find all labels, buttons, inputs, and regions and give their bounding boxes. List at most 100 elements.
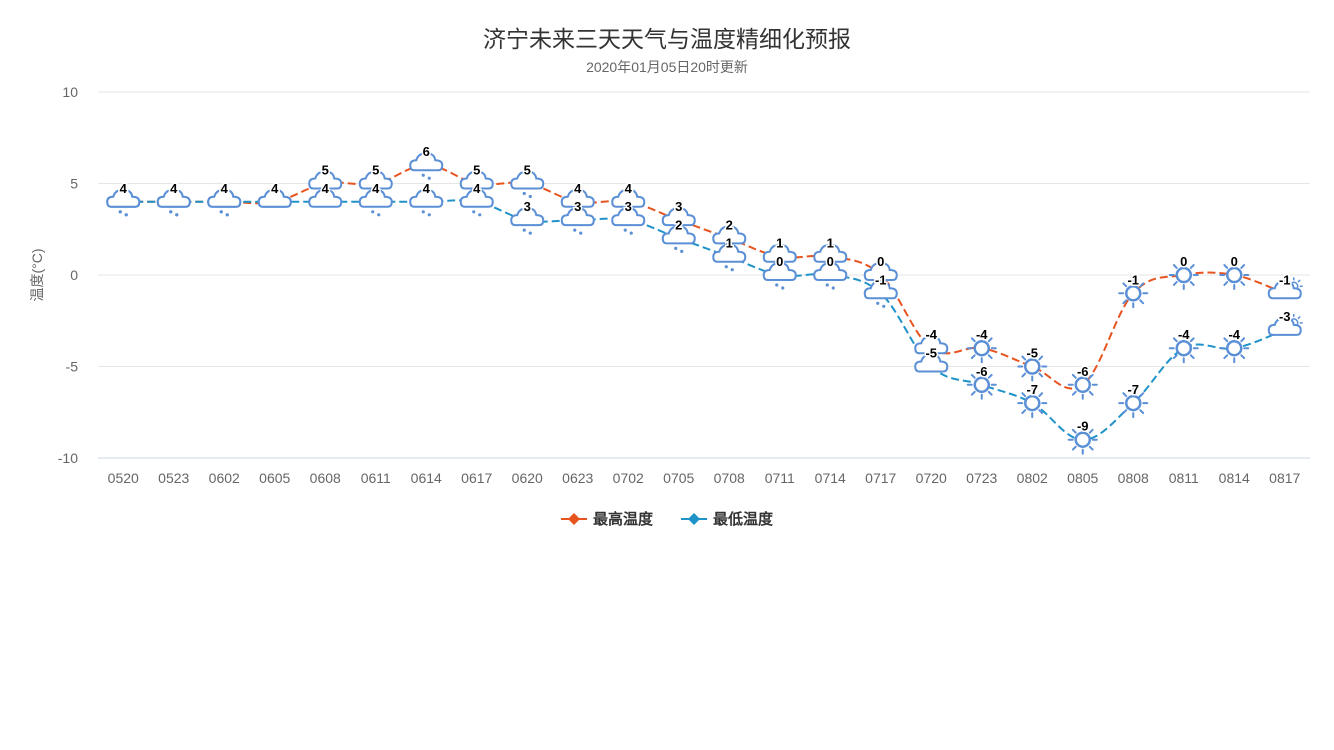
sun-ray bbox=[1297, 316, 1301, 320]
sun-ray bbox=[1223, 264, 1229, 269]
sun-ray bbox=[970, 354, 976, 360]
sun-ray bbox=[1172, 337, 1178, 343]
sun-disc bbox=[1226, 266, 1243, 284]
legend-label-max: 最高温度 bbox=[592, 511, 653, 528]
cloud-shape bbox=[762, 261, 797, 281]
light-snow-icon bbox=[560, 207, 595, 235]
data-label-min: -1 bbox=[875, 272, 887, 287]
sun-ray bbox=[1122, 409, 1128, 414]
chart-subtitle: 2020年01月05日20时更新 bbox=[586, 59, 748, 75]
sun-disc bbox=[973, 339, 990, 357]
sunny-icon bbox=[1017, 351, 1048, 382]
sun-ray bbox=[1240, 354, 1246, 360]
snow-dot bbox=[528, 231, 532, 235]
x-tick-label: 0611 bbox=[361, 470, 391, 486]
data-label-min: -4 bbox=[1228, 327, 1240, 342]
y-tick-label: -5 bbox=[66, 359, 79, 375]
data-label-min: -6 bbox=[976, 364, 988, 379]
cloud-shape bbox=[510, 170, 545, 190]
data-label-max: 5 bbox=[372, 163, 379, 178]
partly-cloudy-icon bbox=[1267, 313, 1303, 336]
cloud-shape bbox=[813, 261, 848, 281]
snow-dot bbox=[876, 301, 880, 305]
snow-dot bbox=[775, 283, 779, 287]
cloud-shape bbox=[712, 243, 747, 263]
sun-ray bbox=[987, 337, 993, 343]
sun-ray bbox=[1223, 337, 1229, 343]
snow-dot bbox=[427, 213, 431, 217]
data-label-max: 4 bbox=[221, 181, 229, 196]
snow-dot bbox=[629, 231, 633, 235]
cloud-shape bbox=[106, 188, 141, 208]
sun-disc bbox=[1024, 358, 1041, 375]
light-snow-icon bbox=[510, 207, 545, 235]
sun-ray bbox=[1139, 282, 1145, 288]
data-label-max: 4 bbox=[120, 181, 128, 196]
sunny-icon bbox=[1067, 424, 1098, 455]
x-tick-label: 0805 bbox=[1067, 470, 1098, 486]
sun-ray bbox=[1172, 281, 1178, 286]
cloud-shape bbox=[863, 280, 898, 300]
data-label-min: 0 bbox=[776, 254, 783, 269]
light-snow-icon bbox=[510, 170, 545, 199]
data-label-max: -1 bbox=[1279, 272, 1291, 287]
x-tick-label: 0802 bbox=[1017, 470, 1048, 486]
x-tick-label: 0602 bbox=[209, 470, 240, 486]
legend-item-max[interactable]: 最高温度 bbox=[560, 508, 653, 529]
x-tick-label: 0617 bbox=[461, 470, 492, 486]
snow-dot bbox=[680, 249, 684, 253]
snow-dot bbox=[175, 213, 179, 217]
cloud-shape bbox=[611, 188, 646, 208]
snow-dot bbox=[371, 210, 375, 214]
sun-ray bbox=[987, 373, 993, 379]
sun-ray bbox=[970, 390, 976, 396]
cloud-shape bbox=[156, 188, 191, 208]
data-label-min: 3 bbox=[625, 199, 632, 214]
sun-disc bbox=[1074, 431, 1091, 448]
sun-ray bbox=[1122, 282, 1128, 288]
sun-ray bbox=[1189, 354, 1195, 360]
light-snow-icon bbox=[762, 261, 797, 290]
data-label-max: 6 bbox=[423, 144, 430, 159]
snow-dot bbox=[478, 213, 482, 217]
snow-dot bbox=[169, 210, 173, 214]
cloud-shape bbox=[207, 188, 242, 208]
x-tick-label: 0714 bbox=[815, 470, 846, 486]
cloud-shape bbox=[308, 188, 343, 208]
legend-item-min[interactable]: 最低温度 bbox=[681, 508, 773, 529]
chart-title: 济宁未来三天天气与温度精细化预报 bbox=[483, 26, 851, 52]
sun-ray bbox=[970, 337, 976, 343]
x-tick-label: 0605 bbox=[259, 470, 290, 486]
data-label-max: 4 bbox=[170, 181, 178, 196]
data-label-max: 0 bbox=[1231, 254, 1238, 269]
light-snow-icon bbox=[459, 188, 494, 217]
data-label-max: 3 bbox=[675, 199, 682, 214]
cloud-shape bbox=[409, 188, 444, 208]
snow-dot bbox=[528, 194, 532, 199]
data-label-max: 1 bbox=[827, 236, 834, 251]
cloud-shape bbox=[914, 353, 949, 373]
sunny-icon bbox=[1168, 260, 1199, 290]
cloud-shape bbox=[560, 188, 595, 208]
sun-disc bbox=[1125, 394, 1142, 412]
sun-ray bbox=[1071, 390, 1077, 396]
data-label-min: 4 bbox=[271, 181, 279, 196]
x-tick-label: 0623 bbox=[562, 470, 593, 486]
sun-ray bbox=[1038, 372, 1044, 378]
sun-ray bbox=[1223, 281, 1229, 286]
data-label-min: -3 bbox=[1279, 309, 1291, 324]
data-label-min: 0 bbox=[827, 254, 834, 269]
data-label-min: 4 bbox=[120, 181, 128, 196]
sun-ray bbox=[1088, 390, 1094, 396]
sun-ray bbox=[1038, 355, 1044, 361]
icon-layer bbox=[106, 152, 1303, 455]
snow-dot bbox=[573, 228, 577, 232]
legend-swatch-max bbox=[560, 512, 587, 525]
light-snow-icon bbox=[863, 280, 898, 308]
sunny-icon bbox=[1219, 260, 1250, 290]
light-snow-icon bbox=[813, 261, 848, 290]
sunny-icon bbox=[1168, 333, 1199, 364]
light-snow-icon bbox=[409, 188, 444, 217]
